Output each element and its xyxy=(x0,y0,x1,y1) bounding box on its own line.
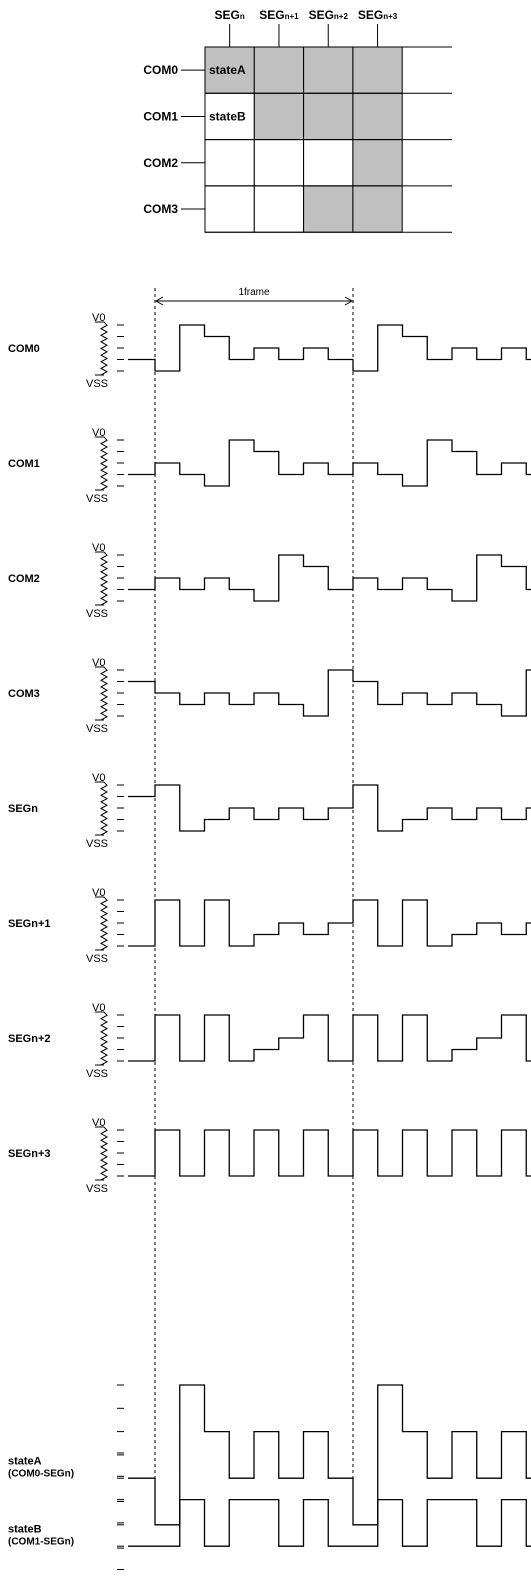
waveform-label: SEGn+2 xyxy=(8,1033,51,1045)
rail-label-vss: VSS xyxy=(86,953,108,965)
com-label: COM3 xyxy=(143,202,178,216)
com-seg-matrix: SEGn SEGn+1 SEGn+2 SEGn+3 COM0 COM1 COM2 COM3 st… xyxy=(143,8,452,233)
waveform-row: V0 VSS COM2 xyxy=(8,542,531,620)
rail-label-vss: VSS xyxy=(86,493,108,505)
matrix-cell xyxy=(352,46,403,94)
waveform-trace xyxy=(128,324,531,372)
matrix-cell xyxy=(253,46,305,94)
resistor-ladder xyxy=(99,666,109,721)
matrix-cell xyxy=(303,139,354,187)
waveform-label: SEGn xyxy=(8,803,38,815)
matrix-cell xyxy=(253,92,305,141)
waveform-label: COM1 xyxy=(8,458,40,470)
waveform-row: V0 VSS COM1 xyxy=(8,427,531,505)
resistor-ladder xyxy=(99,1011,109,1066)
frame-label: 1frame xyxy=(238,287,270,298)
resistor-ladder xyxy=(99,436,109,491)
waveform-row: V0 VSS COM0 xyxy=(8,312,531,390)
waveform-row: V0 VSS SEGn+3 xyxy=(8,1117,531,1195)
waveform-trace xyxy=(128,439,531,487)
waveform-trace xyxy=(128,899,531,947)
rail-label-v0: V0 xyxy=(92,542,105,554)
waveform-row: V0 VSS SEGn xyxy=(8,772,531,850)
rail-label-v0: V0 xyxy=(92,887,105,899)
waveform-row: stateB (COM1-SEGn) xyxy=(8,1452,531,1570)
waveform-trace xyxy=(128,669,531,717)
com-label: COM2 xyxy=(143,156,178,170)
resistor-ladder xyxy=(99,551,109,606)
waveform-trace xyxy=(128,1014,531,1062)
matrix-cell xyxy=(204,139,255,187)
waveform-label: SEGn+1 xyxy=(8,918,51,930)
waveform-trace xyxy=(128,1498,531,1547)
cell-label: stateA xyxy=(209,63,246,77)
resistor-ladder xyxy=(99,321,109,376)
rail-label-v0: V0 xyxy=(92,772,105,784)
frame-markers: 1frame xyxy=(154,287,354,1520)
seg-label: SEGn+2 xyxy=(309,8,349,22)
rail-label-v0: V0 xyxy=(92,312,105,324)
resistor-ladder xyxy=(99,896,109,951)
waveform-stack: V0 VSS COM0 V0 VSS COM1 V0 VSS COM2 V0 VSS COM3 V0 VS… xyxy=(8,312,531,1570)
waveform-label: COM0 xyxy=(8,343,40,355)
cell-label: stateB xyxy=(209,109,246,123)
waveform-label: stateA (COM0-SEGn) xyxy=(8,1456,74,1480)
waveform-trace xyxy=(128,1129,531,1177)
matrix-cell xyxy=(204,92,255,141)
resistor-ladder xyxy=(99,1126,109,1181)
matrix-cell xyxy=(303,92,354,141)
rail-label-vss: VSS xyxy=(86,723,108,735)
matrix-cell xyxy=(352,139,403,187)
rail-label-vss: VSS xyxy=(86,838,108,850)
frame-arrow-head-right xyxy=(344,296,354,306)
rail-label-vss: VSS xyxy=(86,608,108,620)
rail-label-vss: VSS xyxy=(86,378,108,390)
matrix-cell xyxy=(253,185,305,233)
waveform-trace xyxy=(128,784,531,832)
matrix-cell xyxy=(204,185,255,233)
rail-label-vss: VSS xyxy=(86,1068,108,1080)
matrix-cell xyxy=(303,185,354,233)
seg-label: SEGn+1 xyxy=(259,8,299,22)
waveform-label: COM2 xyxy=(8,573,40,585)
rail-label-v0: V0 xyxy=(92,657,105,669)
matrix-cell xyxy=(204,46,255,94)
waveform-trace xyxy=(128,1384,531,1526)
com-label: COM1 xyxy=(143,109,178,123)
matrix-cell xyxy=(352,92,403,141)
matrix-cell xyxy=(303,46,354,94)
frame-arrow-head-left xyxy=(154,296,164,306)
waveform-label: SEGn+3 xyxy=(8,1148,51,1160)
waveform-row: V0 VSS SEGn+1 xyxy=(8,887,531,965)
waveform-row: V0 VSS COM3 xyxy=(8,657,531,735)
resistor-ladder xyxy=(99,781,109,836)
seg-label: SEGn+3 xyxy=(358,8,398,22)
waveform-label: COM3 xyxy=(8,688,40,700)
com-label: COM0 xyxy=(143,63,178,77)
seg-label: SEGn xyxy=(215,8,245,22)
rail-label-v0: V0 xyxy=(92,427,105,439)
rail-label-v0: V0 xyxy=(92,1002,105,1014)
waveform-trace xyxy=(128,554,531,602)
matrix-cell xyxy=(352,185,403,233)
rail-label-v0: V0 xyxy=(92,1117,105,1129)
waveform-row: V0 VSS SEGn+2 xyxy=(8,1002,531,1080)
waveform-label: stateB (COM1-SEGn) xyxy=(8,1524,74,1548)
waveform-row: stateA (COM0-SEGn) xyxy=(8,1384,531,1549)
matrix-cell xyxy=(253,139,305,187)
rail-label-vss: VSS xyxy=(86,1183,108,1195)
